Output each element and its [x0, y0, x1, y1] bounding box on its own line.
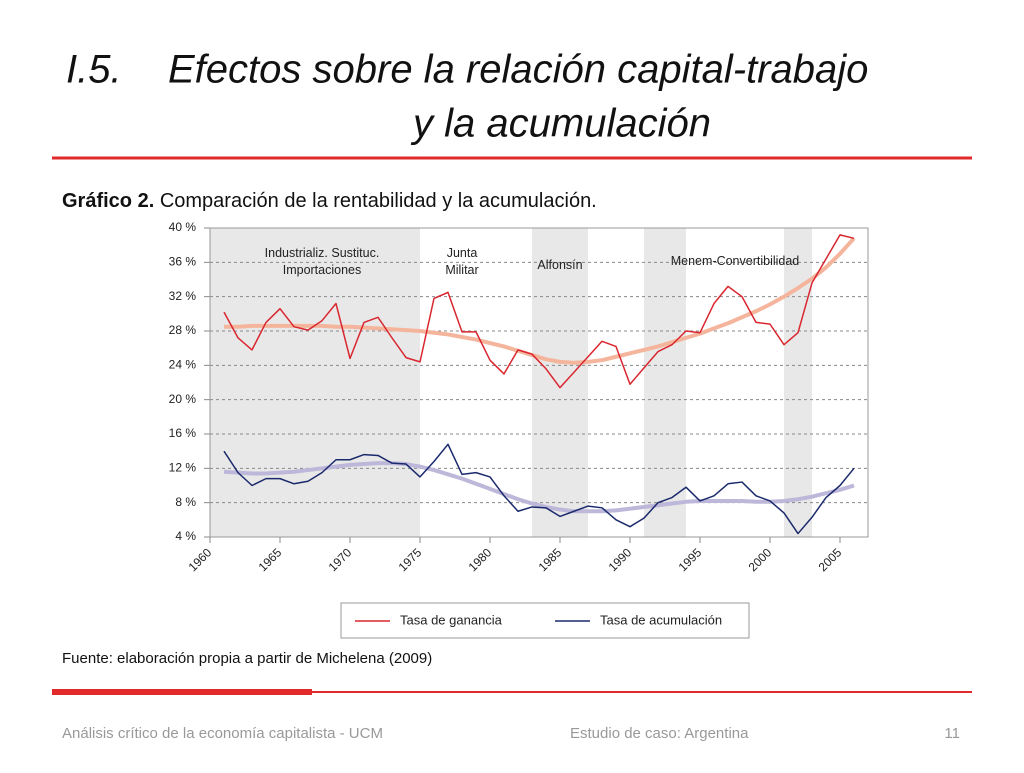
footer-center: Estudio de caso: Argentina	[570, 725, 749, 742]
footer-left: Análisis crítico de la economía capitali…	[62, 725, 383, 742]
caption-text: Comparación de la rentabilidad y la acum…	[160, 190, 597, 212]
chart: 4 % 8 % 12 % 16 % 20 % 24 % 28 % 32 % 36 % 40 % 19…	[169, 220, 869, 639]
title: Efectos sobre la relación capital-trabaj…	[168, 48, 868, 92]
title-number: I.5.	[66, 48, 122, 92]
x-tick-label: 1960	[186, 545, 215, 574]
legend-label: Tasa de ganancia	[400, 612, 503, 627]
x-tick-label: 1995	[676, 545, 705, 574]
period-label: Industrializ. Sustituc.	[265, 246, 380, 260]
page-number: 11	[944, 725, 960, 742]
y-tick-label: 36 %	[169, 255, 197, 269]
x-tick-label: 1985	[536, 545, 565, 574]
y-tick-label: 12 %	[169, 461, 197, 475]
period-label: Importaciones	[283, 263, 362, 277]
y-tick-label: 16 %	[169, 426, 197, 440]
legend-box	[340, 602, 750, 639]
period-band	[532, 228, 588, 537]
legend-label: Tasa de acumulación	[600, 612, 722, 627]
source: Fuente: elaboración propia a partir de M…	[62, 650, 432, 667]
x-tick-label: 1990	[606, 545, 635, 574]
x-tick-label: 1975	[396, 545, 425, 574]
y-tick-label: 24 %	[169, 358, 197, 372]
y-tick-label: 32 %	[169, 289, 197, 303]
y-tick-label: 40 %	[169, 220, 197, 234]
period-band	[784, 228, 812, 537]
period-label: Militar	[445, 263, 478, 277]
period-band	[210, 228, 420, 537]
period-label: Menem-Convertibilidad	[671, 254, 800, 268]
title: y la acumulación	[410, 102, 711, 146]
y-tick-label: 28 %	[169, 323, 197, 337]
series-line	[223, 234, 855, 389]
legend: Tasa de ganancia Tasa de acumulación	[340, 602, 750, 639]
caption: Gráfico 2. Comparación de la rentabilida…	[62, 190, 597, 212]
period-band	[644, 228, 686, 537]
x-tick-label: 2005	[816, 545, 845, 574]
x-tick-label: 1965	[256, 545, 285, 574]
period-label: Alfonsín	[537, 258, 582, 272]
y-tick-label: 20 %	[169, 392, 197, 406]
x-tick-label: 1980	[466, 545, 495, 574]
caption-bold: Gráfico 2.	[62, 190, 154, 212]
trend-line	[224, 236, 856, 365]
plot-frame	[209, 227, 869, 538]
series-line	[223, 443, 855, 535]
trend-line	[223, 461, 855, 514]
period-label: Junta	[447, 246, 478, 260]
x-tick-label: 2000	[746, 545, 775, 574]
x-tick-label: 1970	[326, 545, 355, 574]
y-tick-label: 4 %	[175, 529, 196, 543]
y-tick-label: 8 %	[175, 495, 196, 509]
